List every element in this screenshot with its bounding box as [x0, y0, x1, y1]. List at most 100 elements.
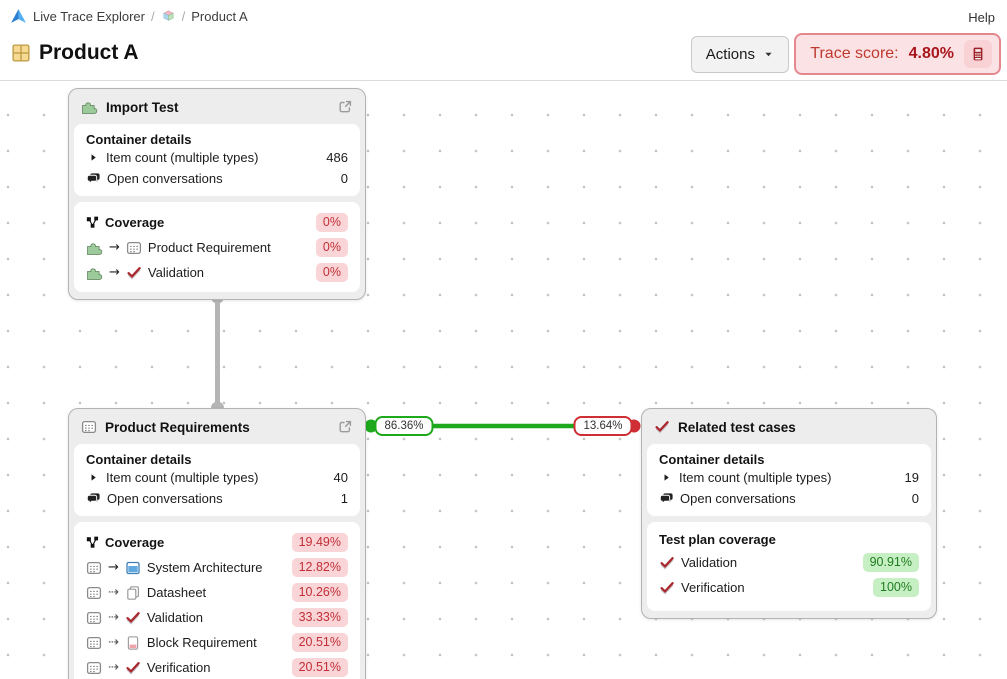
node-product-requirements[interactable]: Product Requirements Container details I… — [68, 408, 366, 679]
container-icon — [81, 419, 97, 435]
conversations-icon — [86, 171, 101, 186]
coverage-badge: 0% — [315, 263, 348, 282]
actions-label: Actions — [705, 46, 755, 63]
double-check-icon — [654, 419, 670, 435]
detail-row-item-count: Item count (multiple types) 40 — [86, 467, 348, 488]
row-label: Open conversations — [680, 491, 796, 506]
page-title: Product A — [39, 41, 139, 64]
trace-score-value: 4.80% — [908, 45, 954, 62]
double-check-icon — [125, 610, 141, 626]
breadcrumb-app[interactable]: Live Trace Explorer — [33, 9, 145, 24]
double-check-icon — [126, 265, 142, 281]
node-header[interactable]: Related test cases — [642, 409, 936, 444]
row-label: Open conversations — [107, 171, 223, 186]
dashed-arrow-icon: ⇢ — [108, 610, 119, 625]
container-icon — [126, 240, 142, 256]
coverage-row: → Product Requirement 0% — [86, 235, 348, 260]
coverage-badge: 100% — [873, 578, 919, 597]
coverage-row: ⇢ Block Requirement 20.51% — [86, 630, 348, 655]
node-header[interactable]: Import Test — [69, 89, 365, 124]
breadcrumb: Live Trace Explorer / / Product A — [10, 8, 248, 25]
detail-row-item-count: Item count (multiple types) 19 — [659, 467, 919, 488]
expand-caret-icon[interactable] — [89, 153, 98, 162]
container-details-panel: Container details Item count (multiple t… — [647, 444, 931, 516]
coverage-panel: Coverage 19.49% → System Architecture 12… — [74, 522, 360, 679]
trace-canvas[interactable]: 86.36% 13.64% Import Test Container deta… — [0, 81, 1007, 679]
dashed-arrow-icon: ⇢ — [108, 585, 119, 600]
row-label: Item count (multiple types) — [679, 470, 832, 485]
breadcrumb-separator: / — [151, 9, 155, 24]
double-check-icon — [659, 555, 675, 571]
breadcrumb-current[interactable]: Product A — [191, 9, 248, 24]
table-grid-icon — [12, 44, 30, 62]
expand-caret-icon[interactable] — [89, 473, 98, 482]
chevron-down-icon — [763, 49, 774, 60]
coverage-header-row: Coverage 0% — [86, 210, 348, 235]
row-value: 0 — [340, 171, 348, 186]
datasheet-icon — [125, 585, 141, 601]
coverage-badge: 10.26% — [291, 583, 348, 602]
product-block-icon[interactable] — [161, 9, 176, 24]
row-value: 1 — [340, 491, 348, 506]
detail-row-conversations: Open conversations 1 — [86, 488, 348, 509]
solid-arrow-icon: → — [109, 240, 120, 255]
breadcrumb-separator: / — [181, 9, 186, 24]
row-label: Verification — [146, 660, 211, 675]
detail-row-conversations: Open conversations 0 — [659, 488, 919, 509]
detail-row-conversations: Open conversations 0 — [86, 168, 348, 189]
container-icon — [86, 635, 102, 651]
open-external-icon[interactable] — [337, 99, 353, 115]
trace-score-badge[interactable]: Trace score: 4.80% — [794, 33, 1001, 75]
container-icon — [86, 660, 102, 676]
puzzle-icon — [86, 265, 103, 281]
coverage-icon — [86, 216, 99, 229]
row-label: Open conversations — [107, 491, 223, 506]
node-import-test[interactable]: Import Test Container details Item count… — [68, 88, 366, 300]
expand-caret-icon[interactable] — [662, 473, 671, 482]
edge-target-percentage[interactable]: 13.64% — [573, 416, 633, 436]
container-icon — [86, 560, 102, 576]
puzzle-icon — [86, 240, 103, 256]
trace-score-label: Trace score: — [810, 45, 899, 62]
coverage-row: → System Architecture 12.82% — [86, 555, 348, 580]
coverage-row: ⇢ Validation 33.33% — [86, 605, 348, 630]
row-label: Item count (multiple types) — [106, 470, 259, 485]
row-label: Verification — [681, 580, 745, 595]
node-title: Product Requirements — [105, 419, 250, 435]
coverage-row: ⇢ Verification 20.51% — [86, 655, 348, 679]
calculator-icon — [970, 46, 986, 62]
coverage-badge: 20.51% — [291, 633, 348, 652]
panel-title: Container details — [659, 452, 765, 467]
panel-title: Container details — [86, 132, 192, 147]
page-title-row: Product A — [12, 41, 139, 65]
node-related-test-cases[interactable]: Related test cases Container details Ite… — [641, 408, 937, 619]
row-label: Block Requirement — [146, 635, 257, 650]
system-architecture-icon — [125, 560, 141, 576]
coverage-total-badge: 0% — [315, 213, 348, 232]
coverage-title: Coverage — [105, 535, 165, 550]
row-label: Validation — [146, 610, 204, 625]
row-value: 40 — [333, 470, 348, 485]
top-header: Live Trace Explorer / / Product A Help P… — [0, 0, 1007, 81]
node-header[interactable]: Product Requirements — [69, 409, 365, 444]
coverage-title: Coverage — [105, 215, 165, 230]
panel-title: Container details — [86, 452, 192, 467]
conversations-icon — [86, 491, 101, 506]
row-label: Item count (multiple types) — [106, 150, 259, 165]
double-check-icon — [659, 580, 675, 596]
coverage-total-badge: 19.49% — [291, 533, 348, 552]
coverage-badge: 0% — [315, 238, 348, 257]
help-link[interactable]: Help — [968, 10, 995, 25]
block-requirement-icon — [125, 635, 141, 651]
row-value: 0 — [911, 491, 919, 506]
edge-source-percentage[interactable]: 86.36% — [374, 416, 434, 436]
app-logo-icon — [10, 8, 27, 25]
row-label: Validation — [681, 555, 738, 570]
row-value: 486 — [326, 150, 348, 165]
coverage-badge: 33.33% — [291, 608, 348, 627]
coverage-panel: Coverage 0% → Product Requirement 0% → V… — [74, 202, 360, 292]
node-title: Import Test — [106, 99, 179, 115]
actions-button[interactable]: Actions — [690, 36, 789, 73]
calculator-button[interactable] — [964, 40, 992, 68]
open-external-icon[interactable] — [337, 419, 353, 435]
